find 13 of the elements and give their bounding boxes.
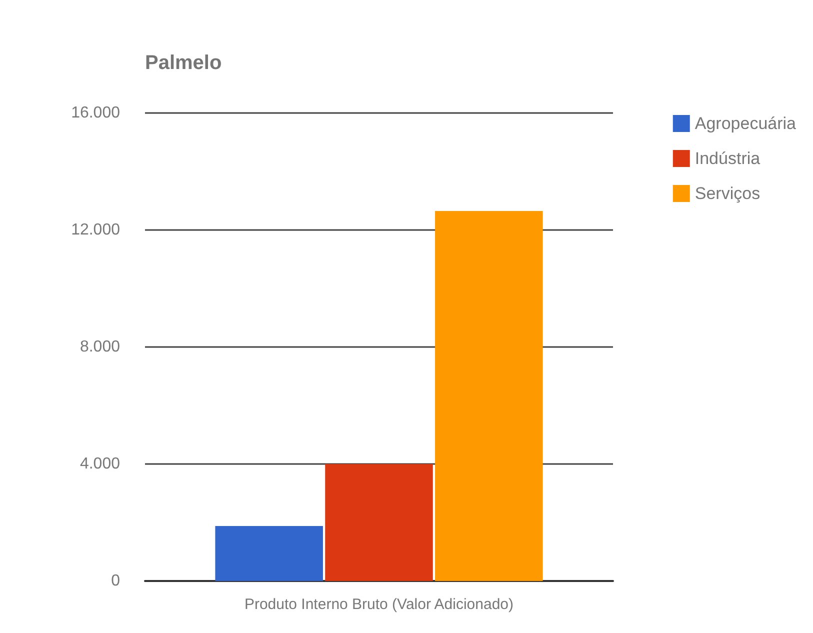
legend-label: Serviços — [694, 184, 760, 203]
legend-label: Agropecuária — [694, 114, 797, 133]
chart-title: Palmelo — [145, 52, 222, 74]
y-tick-label: 12.000 — [71, 222, 120, 238]
y-tick-label: 8.000 — [80, 338, 120, 356]
bar — [435, 210, 543, 581]
y-tick-label: 4.000 — [80, 456, 120, 472]
y-tick-label: 16.000 — [71, 104, 120, 122]
x-tick-label: Produto Interno Bruto (Valor Adicionado) — [244, 596, 514, 613]
bar — [325, 464, 433, 581]
legend-label: Indústria — [694, 149, 761, 168]
y-tick-label: 0 — [111, 572, 120, 590]
bar — [215, 526, 323, 581]
